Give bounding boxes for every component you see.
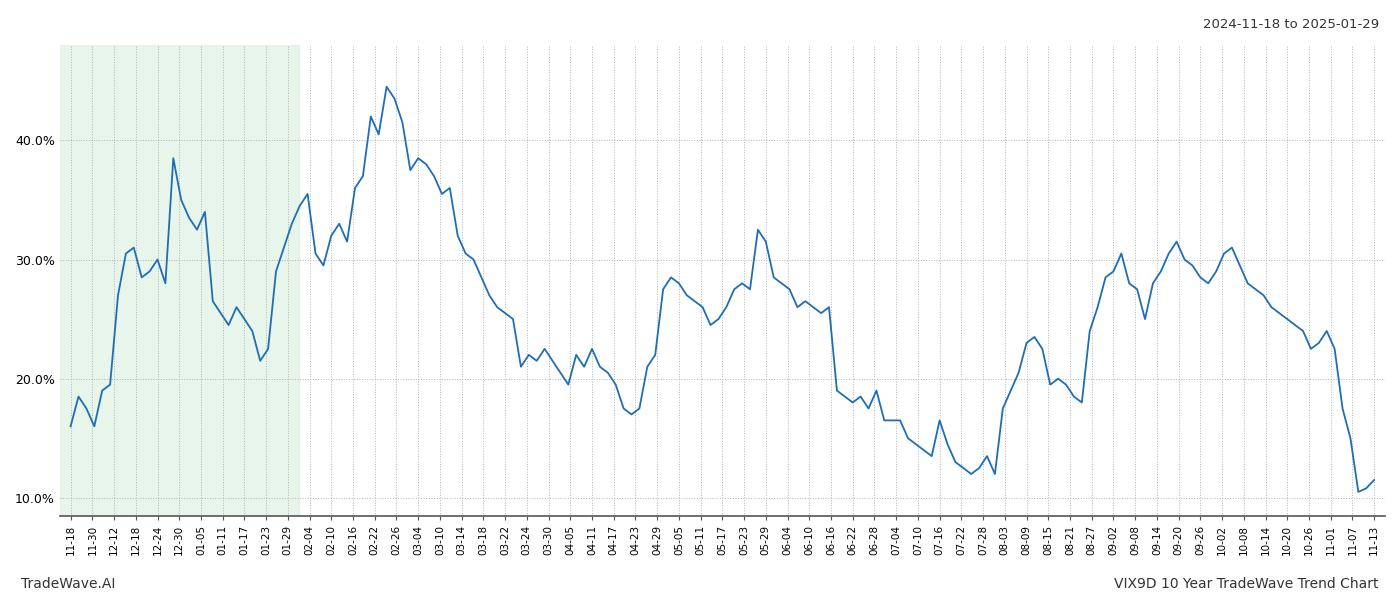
Bar <box>60 45 298 516</box>
Text: VIX9D 10 Year TradeWave Trend Chart: VIX9D 10 Year TradeWave Trend Chart <box>1114 577 1379 591</box>
Text: TradeWave.AI: TradeWave.AI <box>21 577 115 591</box>
Text: 2024-11-18 to 2025-01-29: 2024-11-18 to 2025-01-29 <box>1203 18 1379 31</box>
